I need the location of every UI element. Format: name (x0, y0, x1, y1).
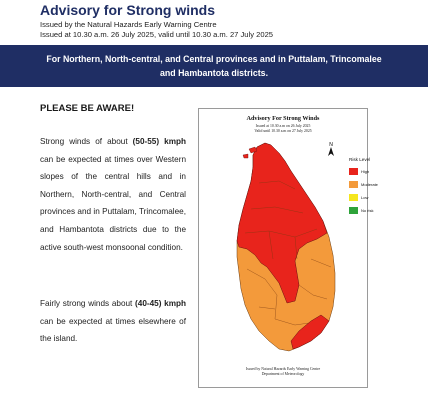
p1-speed: (50-55) kmph (132, 137, 186, 146)
map-valid: Valid until 10.30 a.m on 27 July 2025 (254, 129, 312, 133)
p2-pre: Fairly strong winds about (40, 299, 136, 308)
risk-legend: Risk Level High Moderate Low No risk (349, 157, 409, 220)
fairly-strong-winds-paragraph: Fairly strong winds about (40-45) kmph c… (40, 295, 186, 348)
legend-label: No risk (361, 208, 374, 213)
map-footer-department: Department of Meteorology (261, 372, 305, 376)
legend-label: Moderate (361, 182, 378, 187)
header: Advisory for Strong winds Issued by the … (40, 2, 273, 40)
low-swatch (349, 194, 358, 201)
legend-item-high: High (349, 168, 409, 175)
p1-pre: Strong winds of about (40, 137, 133, 146)
banner-line-1: For Northern, North-central, and Central… (46, 54, 382, 64)
p2-post: can be expected at times elsewhere of th… (40, 316, 186, 344)
advisory-title: Advisory for Strong winds (40, 2, 216, 18)
high-swatch (349, 168, 358, 175)
moderate-swatch (349, 181, 358, 188)
issued-valid-line: Issued at 10.30 a.m. 26 July 2025, valid… (40, 30, 274, 39)
map-issued: Issued at 10.30 a.m on 26 July 2025 (255, 124, 311, 128)
hambantota-zone (290, 314, 330, 350)
issuer-line: Issued by the Natural Hazards Early Warn… (40, 20, 217, 29)
legend-item-moderate: Moderate (349, 181, 409, 188)
legend-item-low: Low (349, 194, 409, 201)
p2-speed: (40-45) kmph (135, 299, 186, 308)
map-footer-issuer: Issued by Natural Hazards Early Warning … (245, 367, 321, 371)
legend-item-no-risk: No risk (349, 207, 409, 214)
p1-post: can be expected at times over Western sl… (40, 154, 186, 252)
no-risk-swatch (349, 207, 358, 214)
banner-line-2: and Hambantota districts. (159, 68, 269, 78)
legend-title: Risk Level (349, 157, 371, 162)
please-be-aware-heading: PLEASE BE AWARE! (40, 103, 135, 114)
svg-text:N: N (329, 142, 333, 148)
areas-banner: For Northern, North-central, and Central… (0, 45, 428, 87)
strong-winds-paragraph: Strong winds of about (50-55) kmph can b… (40, 133, 186, 256)
risk-map: Advisory For Strong Winds Issued at 10.3… (198, 108, 378, 388)
map-title: Advisory For Strong Winds (246, 115, 320, 122)
legend-label: Low (361, 195, 369, 200)
north-arrow-icon: N (328, 142, 334, 156)
legend-label: High (361, 169, 370, 174)
sri-lanka-map (236, 142, 336, 352)
